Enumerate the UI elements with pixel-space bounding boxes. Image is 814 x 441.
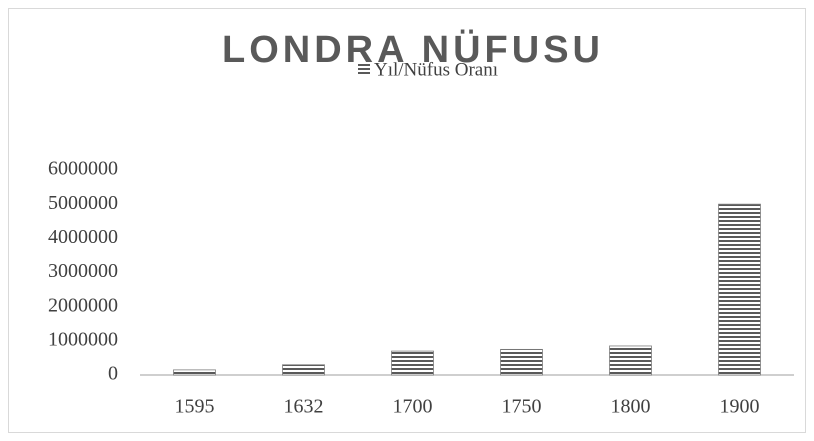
x-tick-label: 1595 [175,396,215,418]
y-tick-label: 5000000 [48,192,118,214]
y-tick-label: 2000000 [48,294,118,316]
y-tick-label: 0 [108,363,118,385]
x-tick-label: 1750 [502,396,542,418]
y-tick-label: 4000000 [48,226,118,248]
x-tick-label: 1900 [720,396,760,418]
y-tick-label: 3000000 [48,260,118,282]
chart-title: LONDRA NÜFUSU [222,28,604,71]
y-tick-label: 6000000 [48,158,118,180]
bar [609,345,652,376]
x-tick-label: 1800 [611,396,651,418]
bar [718,203,761,376]
x-tick-label: 1632 [284,396,324,418]
bar [500,348,543,376]
x-tick-label: 1700 [393,396,433,418]
legend-key [358,64,370,76]
bar [282,364,325,376]
legend-label: Yıl/Nüfus Oranı [374,59,498,80]
bar [391,350,434,376]
bar [173,369,216,376]
y-tick-label: 1000000 [48,328,118,350]
